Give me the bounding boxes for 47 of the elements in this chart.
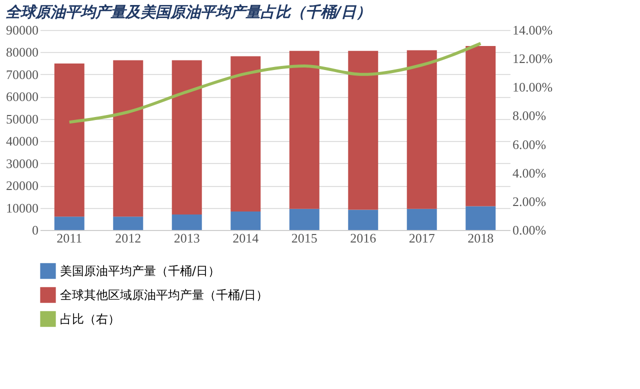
y-tick-label: 40000 — [6, 134, 38, 149]
x-tick-label: 2013 — [174, 230, 200, 246]
y2-tick-label: 4.00% — [512, 165, 546, 180]
y-tick-label: 10000 — [6, 200, 38, 216]
bar — [113, 216, 144, 230]
x-tick-label: 2014 — [232, 230, 260, 246]
bar — [348, 210, 378, 230]
y2-tick-label: 12.00% — [512, 51, 553, 66]
x-tick-label: 2016 — [350, 230, 377, 246]
bar — [54, 64, 84, 217]
x-tick-label: 2011 — [56, 230, 82, 246]
legend-label: 占比（右） — [60, 312, 120, 326]
y-tick-label: 90000 — [6, 22, 38, 38]
bar — [230, 56, 261, 212]
bar — [172, 214, 202, 230]
x-tick-label: 2018 — [468, 230, 494, 246]
y2-tick-label: 14.00% — [512, 22, 553, 38]
chart-title: 全球原油平均产量及美国原油平均产量占比（千桶/日） — [6, 3, 371, 21]
bar — [54, 216, 84, 230]
y2-tick-label: 0.00% — [512, 222, 546, 238]
y-tick-label: 0 — [32, 222, 38, 238]
line-series — [68, 42, 482, 124]
y2-tick-label: 8.00% — [512, 108, 546, 124]
y2-tick-label: 10.00% — [512, 80, 553, 95]
x-tick-label: 2015 — [291, 230, 318, 246]
bar — [289, 50, 320, 209]
legend-label: 全球其他区域原油平均产量（千桶/日） — [60, 288, 268, 302]
y2-tick-label: 2.00% — [512, 194, 546, 209]
y-tick-label: 50000 — [6, 111, 38, 126]
y-tick-label: 30000 — [6, 156, 38, 171]
x-tick-label: 2017 — [408, 230, 436, 246]
bar — [466, 46, 496, 206]
x-tick-label: 2012 — [115, 230, 142, 246]
bar — [172, 60, 202, 214]
bar — [348, 50, 378, 210]
y-tick-label: 20000 — [6, 178, 38, 194]
bar — [289, 208, 320, 230]
legend-label: 美国原油平均产量（千桶/日） — [60, 264, 220, 278]
bar — [406, 50, 437, 209]
bar — [406, 208, 437, 230]
y-tick-label: 60000 — [6, 89, 38, 104]
y-tick-label: 80000 — [6, 44, 38, 60]
bar — [466, 206, 496, 230]
bar — [230, 212, 261, 230]
bar — [113, 60, 144, 217]
y2-tick-label: 6.00% — [512, 136, 546, 152]
y-tick-label: 70000 — [6, 66, 38, 82]
